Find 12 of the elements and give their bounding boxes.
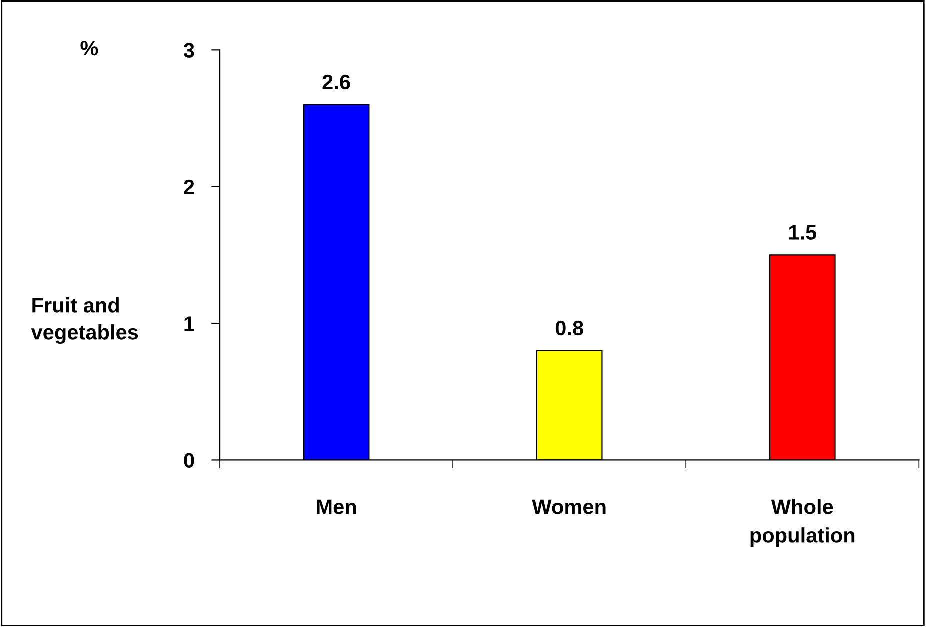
y-tick-label: 2 bbox=[184, 180, 194, 194]
data-label: 1.5 bbox=[789, 225, 817, 240]
text: % bbox=[80, 41, 98, 56]
data-label: 0.8 bbox=[556, 320, 584, 336]
y-tick-label: 0 bbox=[184, 453, 194, 468]
y-tick-label: 3 bbox=[184, 43, 194, 58]
x-tick-label: Men bbox=[317, 500, 356, 514]
x-tick-label: Women bbox=[532, 500, 606, 514]
x-tick-label: Whole population bbox=[750, 499, 855, 548]
data-label: 2.6 bbox=[322, 74, 350, 90]
y-tick-label: 1 bbox=[184, 316, 194, 332]
y-axis-title: Fruit and vegetables bbox=[31, 298, 138, 344]
